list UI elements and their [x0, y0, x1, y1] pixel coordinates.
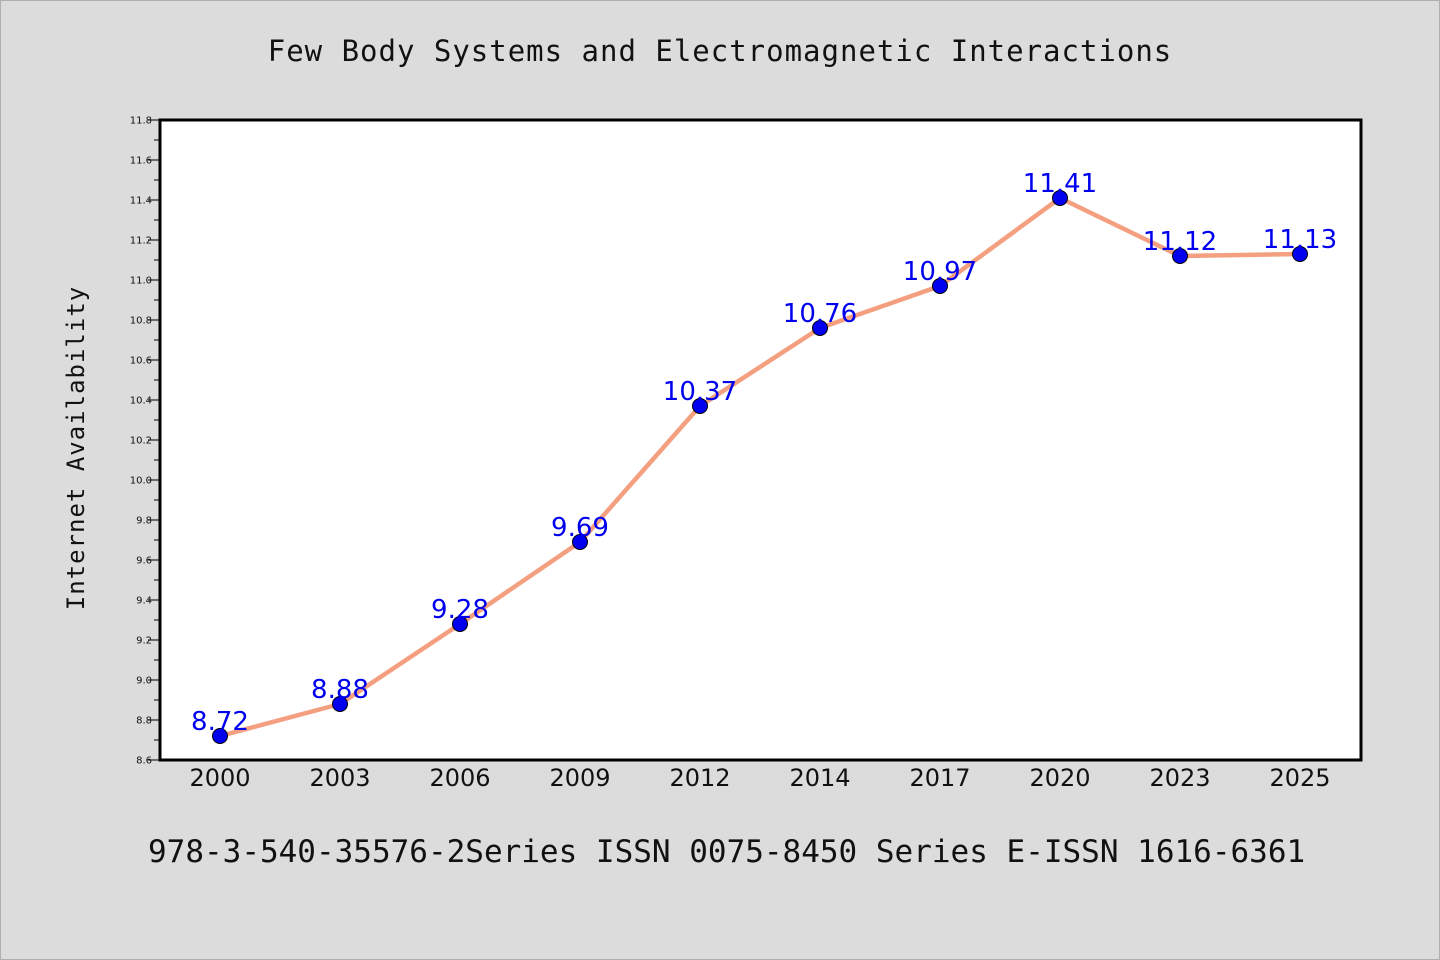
- y-axis-label: Internet Availability: [62, 286, 90, 610]
- data-point: [572, 534, 588, 550]
- data-label: 9.69: [551, 513, 609, 543]
- data-label: 10.37: [663, 377, 737, 407]
- y-tick-label: 9.4: [136, 596, 152, 607]
- y-tick-label: 9.6: [136, 556, 152, 567]
- x-tick-label: 2014: [789, 764, 850, 792]
- y-tick-label: 11.6: [130, 156, 152, 167]
- x-tick-label: 2003: [309, 764, 370, 792]
- data-label: 11.13: [1263, 225, 1337, 255]
- data-point: [692, 398, 708, 414]
- x-axis: 2000 2003 2006 2009 2012 2014 2017 2020 2023 2025: [189, 764, 1330, 792]
- series-line: [217, 195, 1303, 739]
- y-tick-label: 10.2: [130, 436, 152, 447]
- x-tick-label: 2009: [549, 764, 610, 792]
- y-axis: 8.6 8.8 9.0 9.2 9.4 9.6 9.8 10.0 10.2 10.4 10.6 10.…: [130, 116, 160, 767]
- y-tick-label: 10.6: [130, 356, 152, 367]
- data-point: [332, 696, 348, 712]
- x-tick-label: 2017: [909, 764, 970, 792]
- data-point: [1292, 246, 1308, 262]
- data-label: 8.72: [191, 707, 249, 737]
- data-label: 10.76: [783, 299, 857, 329]
- y-tick-label: 8.8: [136, 716, 152, 727]
- y-tick-label: 10.4: [130, 396, 152, 407]
- plot-area: [158, 118, 1363, 762]
- footer-text: 978-3-540-35576-2Series ISSN 0075-8450 S…: [148, 834, 1306, 870]
- y-tick-label: 9.0: [136, 676, 152, 687]
- data-point: [452, 616, 468, 632]
- data-point: [212, 728, 228, 744]
- x-tick-label: 2006: [429, 764, 490, 792]
- data-label: 10.97: [903, 257, 977, 287]
- y-tick-label: 11.8: [130, 116, 152, 127]
- data-point: [812, 320, 828, 336]
- chart-title: Few Body Systems and Electromagnetic Int…: [267, 34, 1173, 68]
- y-tick-label: 11.4: [130, 196, 152, 207]
- y-tick-label: 10.0: [130, 476, 152, 487]
- data-label: 11.12: [1143, 227, 1217, 257]
- data-point: [932, 278, 948, 294]
- x-tick-label: 2023: [1149, 764, 1210, 792]
- y-tick-label: 11.0: [130, 276, 152, 287]
- x-tick-label: 2012: [669, 764, 730, 792]
- y-tick-label: 9.8: [136, 516, 152, 527]
- data-label: 8.88: [311, 675, 369, 705]
- y-tick-label: 9.2: [136, 636, 152, 647]
- x-tick-label: 2000: [189, 764, 250, 792]
- x-tick-label: 2025: [1269, 764, 1330, 792]
- data-label: 11.41: [1023, 169, 1097, 199]
- data-point: [1172, 248, 1188, 264]
- data-label: 9.28: [431, 595, 489, 625]
- y-tick-label: 8.6: [136, 756, 152, 767]
- y-tick-label: 10.8: [130, 316, 152, 327]
- data-point: [1052, 190, 1068, 206]
- x-tick-label: 2020: [1029, 764, 1090, 792]
- series-group: 8.72 8.88 9.28 9.69 10.37 10.76 10.97 11.41 11.1…: [191, 169, 1337, 744]
- y-tick-label: 11.2: [130, 236, 152, 247]
